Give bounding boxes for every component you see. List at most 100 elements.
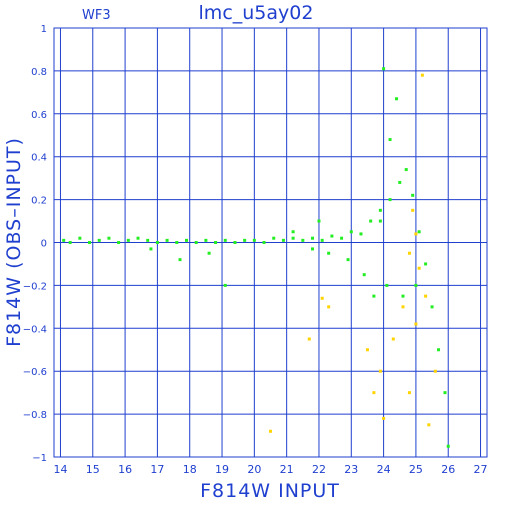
x-tick-label: 17: [150, 463, 164, 476]
data-point: [149, 247, 153, 251]
data-point: [395, 97, 399, 101]
data-point: [223, 283, 227, 287]
data-point: [165, 238, 169, 242]
y-tick-label: −0.8: [23, 410, 47, 421]
data-point: [433, 369, 437, 373]
data-point: [398, 180, 402, 184]
data-point: [291, 236, 295, 240]
y-tick-label: 1: [41, 24, 47, 35]
data-point: [369, 219, 373, 223]
x-tick-label: 27: [474, 463, 488, 476]
x-axis-label: F814W INPUT: [200, 480, 340, 502]
x-tick-label: 20: [247, 463, 261, 476]
y-tick-label: 0.4: [31, 153, 47, 164]
x-tick-label: 25: [409, 463, 423, 476]
data-point: [401, 294, 405, 298]
data-point: [291, 230, 295, 234]
data-point: [340, 236, 344, 240]
data-point: [382, 416, 386, 420]
data-point: [362, 273, 366, 277]
x-tick-label: 21: [280, 463, 294, 476]
data-point: [372, 294, 376, 298]
data-point: [311, 236, 315, 240]
data-point: [382, 67, 386, 71]
data-point: [404, 168, 408, 172]
data-point: [194, 241, 198, 244]
chart-title: lmc_u5ay02: [198, 2, 314, 24]
data-point: [68, 241, 72, 244]
y-tick-label: −0.2: [23, 281, 47, 292]
x-tick-label: 18: [183, 463, 197, 476]
data-point: [424, 262, 428, 266]
data-point: [385, 283, 389, 287]
y-axis-label: F814W (OBS–INPUT): [3, 137, 25, 347]
data-point: [430, 305, 434, 309]
data-point: [243, 238, 247, 242]
data-point: [411, 193, 415, 197]
data-point: [78, 236, 82, 240]
data-point: [414, 322, 418, 326]
data-point: [317, 219, 321, 223]
x-tick-label: 26: [441, 463, 455, 476]
data-point: [330, 234, 334, 238]
data-point: [420, 73, 424, 77]
x-tick-label: 16: [118, 463, 132, 476]
y-tick-label: 0.2: [31, 196, 47, 207]
y-tick-label: −1: [32, 453, 47, 464]
data-point: [262, 241, 266, 244]
data-point: [407, 251, 411, 255]
data-point: [155, 241, 159, 244]
x-tick-label: 24: [377, 463, 391, 476]
data-point: [223, 238, 227, 242]
plot-frame: [53, 27, 488, 458]
data-point: [301, 238, 305, 242]
y-tick-label: 0.6: [31, 110, 47, 121]
data-point: [320, 296, 324, 300]
data-point: [126, 238, 130, 242]
y-tick-label: −0.4: [23, 324, 47, 335]
data-points: [62, 67, 450, 448]
data-point: [388, 138, 392, 142]
data-point: [320, 238, 324, 242]
data-point: [146, 238, 150, 242]
data-point: [443, 391, 447, 395]
data-point: [411, 208, 415, 212]
data-point: [346, 258, 350, 262]
data-point: [327, 251, 331, 255]
data-point: [184, 238, 188, 242]
data-point: [117, 241, 121, 244]
data-point: [378, 219, 382, 223]
data-point: [97, 238, 101, 242]
y-tick-label: −0.6: [23, 367, 47, 378]
data-point: [272, 236, 276, 240]
data-point: [349, 230, 353, 234]
data-point: [88, 241, 92, 244]
axis-ticks: 14 15 16 17 18 19 20 21 22 23 24 25 26 27 1 0.8 0.6 0.4 0.…: [23, 24, 488, 476]
data-point: [378, 369, 382, 373]
x-tick-label: 19: [215, 463, 229, 476]
data-point: [388, 198, 392, 202]
x-tick-label: 14: [53, 463, 67, 476]
x-tick-label: 23: [344, 463, 358, 476]
data-point: [269, 429, 272, 433]
data-point: [307, 337, 311, 341]
data-point: [378, 208, 382, 212]
data-point: [407, 391, 411, 395]
data-point: [252, 238, 256, 242]
data-point: [391, 337, 395, 341]
data-point: [233, 241, 237, 244]
data-point: [136, 236, 140, 240]
panel-label: WF3: [82, 8, 111, 23]
data-point: [427, 423, 431, 427]
data-point: [175, 241, 179, 244]
data-point: [359, 232, 363, 236]
data-point: [281, 238, 285, 242]
data-point: [207, 251, 211, 255]
data-point: [365, 348, 369, 352]
x-tick-label: 15: [86, 463, 100, 476]
data-point: [62, 238, 66, 242]
data-point: [178, 258, 182, 262]
data-point: [214, 241, 218, 244]
data-point: [372, 391, 376, 395]
